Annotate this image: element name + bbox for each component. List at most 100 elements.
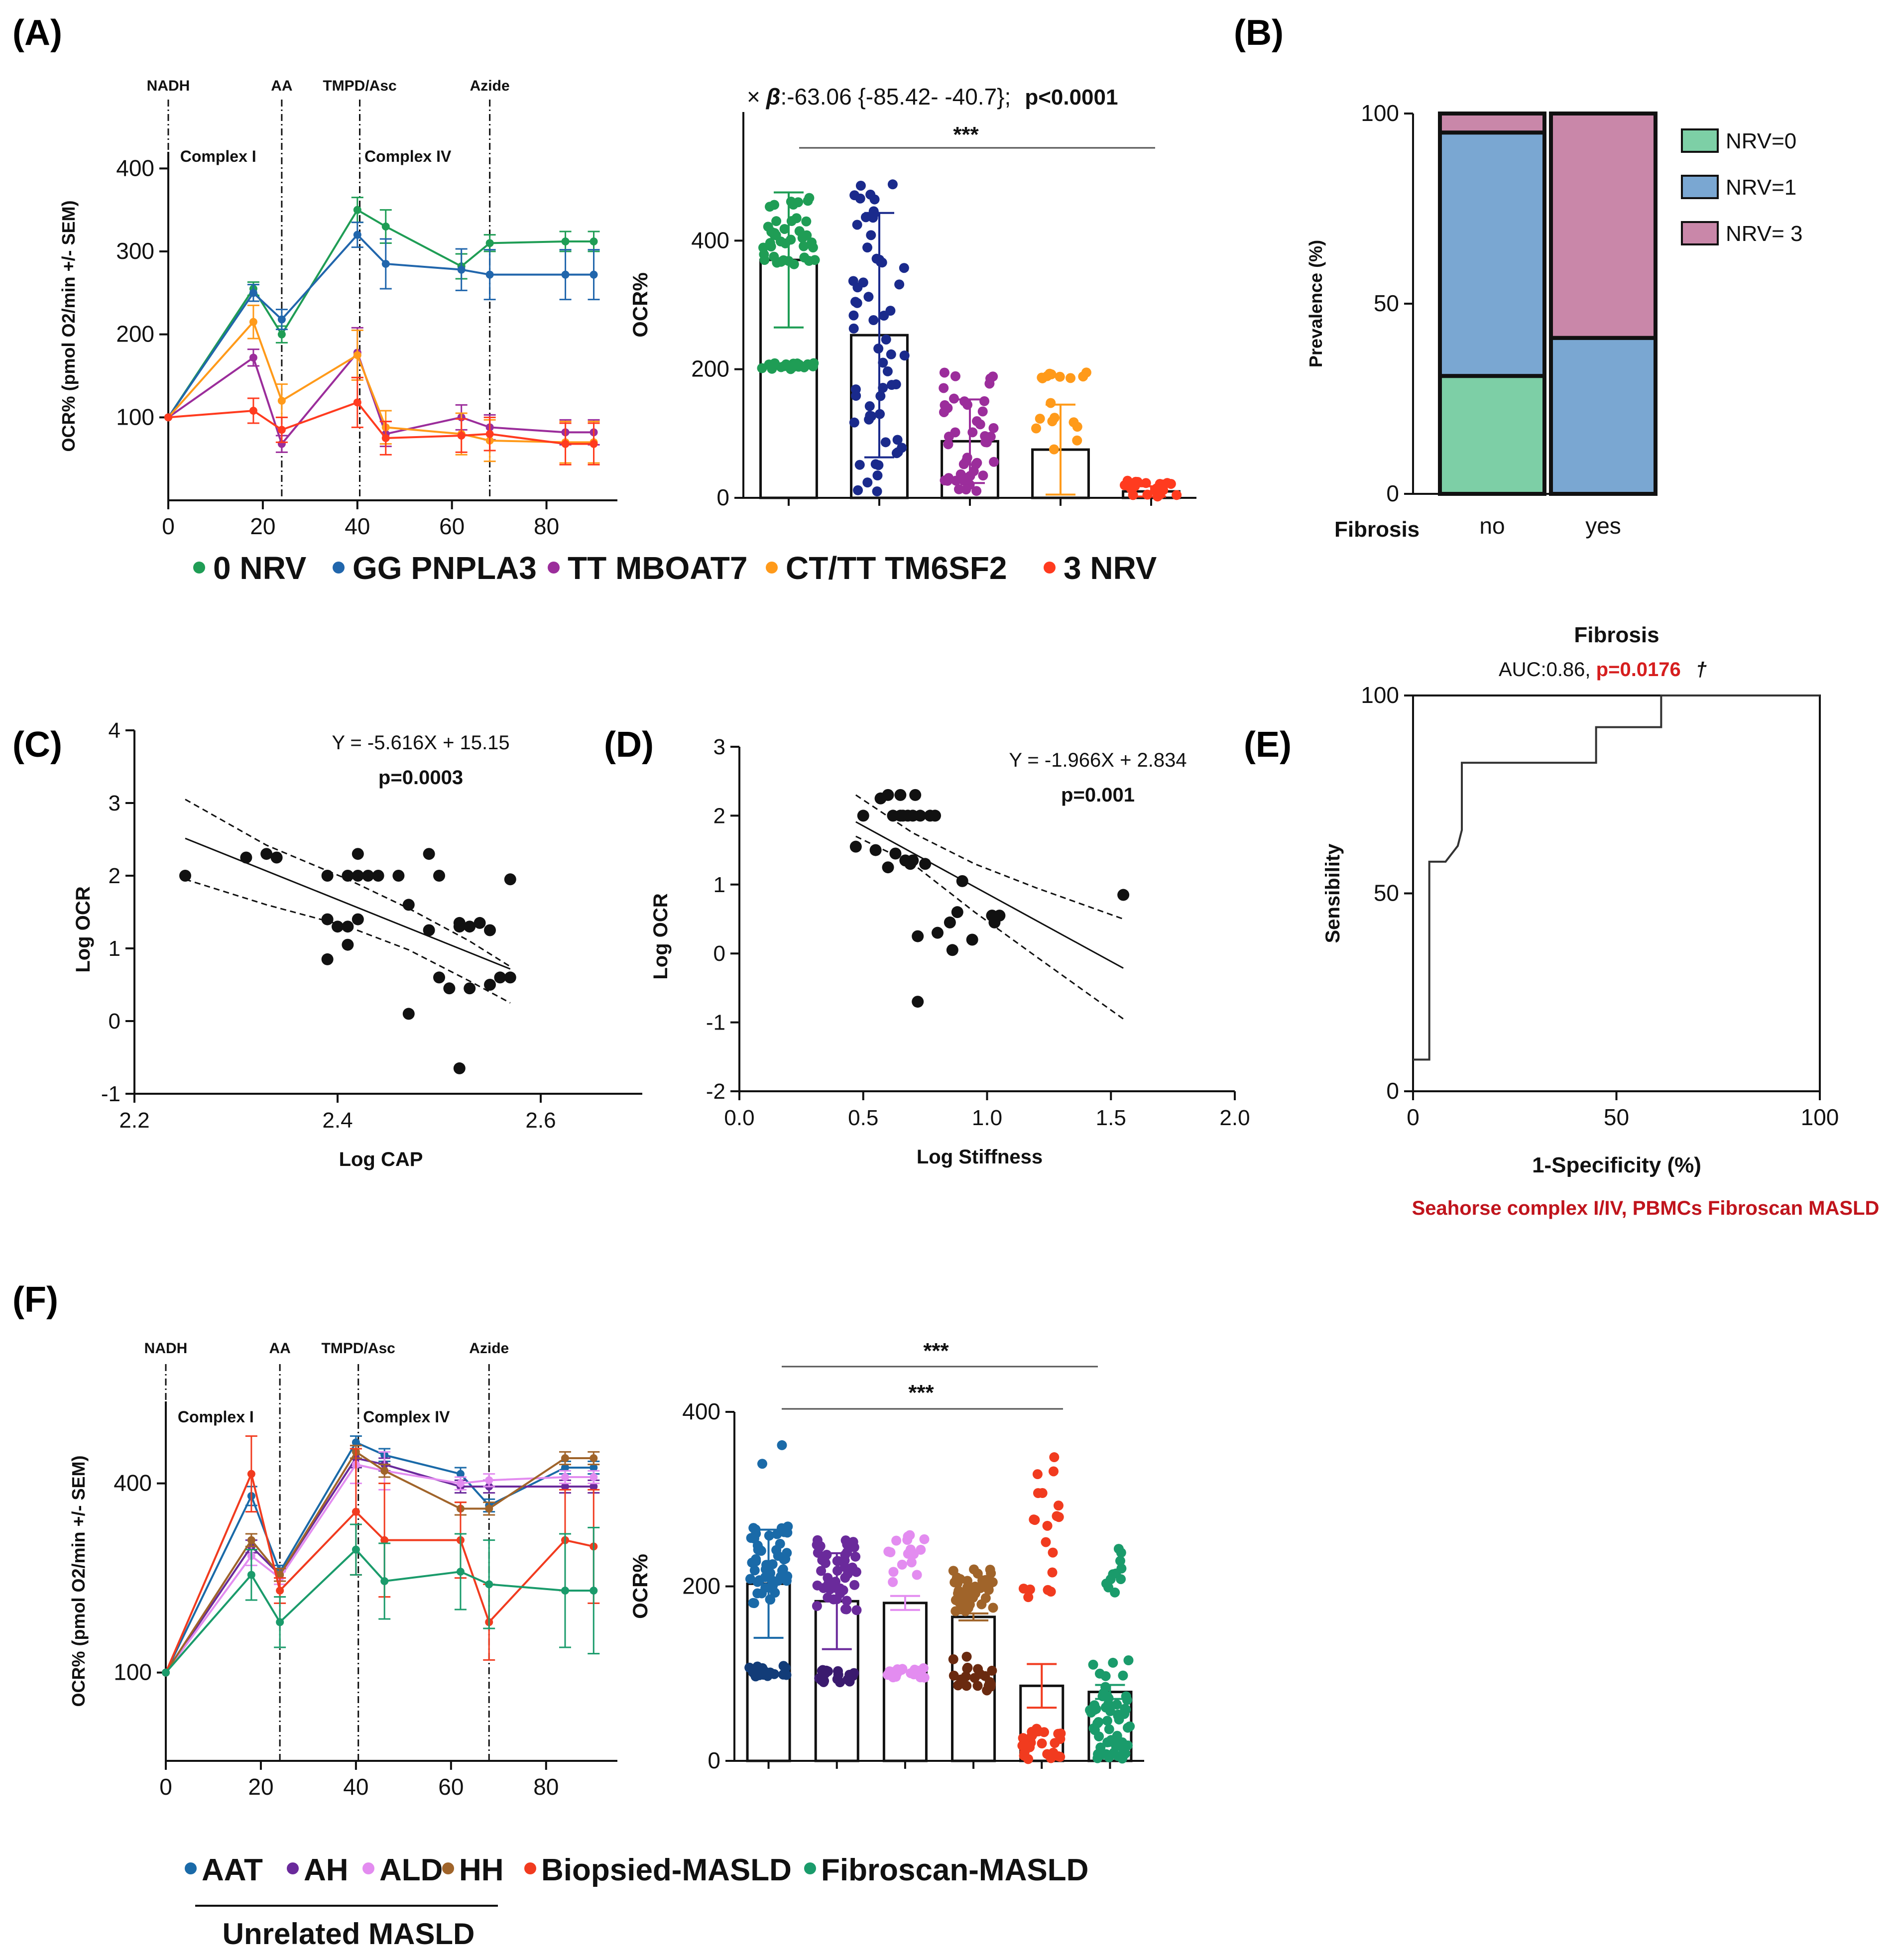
data-point	[918, 1663, 929, 1673]
data-point	[832, 1666, 843, 1676]
data-point	[993, 910, 1006, 922]
data-point	[870, 459, 881, 469]
panel-label-d: (D)	[604, 725, 654, 765]
data-point	[752, 1540, 763, 1551]
legend-marker	[766, 562, 778, 574]
panel-f-line-chart: NADH AA TMPD/Asc Azide Complex I Complex IV 10…	[68, 1340, 617, 1800]
data-point	[966, 933, 978, 946]
stat-text: :-63.06 {-85.42- -40.7};	[780, 84, 1011, 110]
data-point	[1053, 1751, 1064, 1761]
data-point	[321, 913, 334, 925]
data-point	[1041, 1537, 1051, 1547]
data-point	[855, 193, 865, 204]
data-point	[1108, 1569, 1118, 1580]
series-line	[165, 1463, 594, 1673]
data-point	[474, 917, 486, 929]
regression-line	[855, 821, 1124, 969]
data-point	[1047, 416, 1058, 427]
data-point	[973, 1664, 983, 1674]
data-point	[944, 916, 956, 928]
y-tick-label: 100	[116, 404, 154, 430]
data-point	[862, 242, 873, 253]
data-point	[504, 873, 516, 886]
regression-equation: Y = -1.966X + 2.834	[1009, 749, 1186, 771]
data-point	[943, 439, 953, 450]
y-tick-label: -1	[706, 1011, 725, 1035]
data-point	[912, 1570, 922, 1580]
y-tick-label: -2	[706, 1079, 725, 1104]
data-point	[485, 1504, 493, 1513]
data-point	[971, 486, 982, 496]
data-point	[590, 440, 598, 448]
data-point	[915, 1672, 926, 1683]
data-point	[801, 216, 812, 227]
legend-marker	[548, 562, 560, 574]
data-point	[380, 1536, 389, 1544]
data-point	[882, 789, 894, 801]
data-point	[561, 237, 570, 245]
legend-label: AAT	[202, 1853, 263, 1887]
data-point	[1125, 1721, 1135, 1731]
data-point	[897, 1559, 907, 1570]
data-point	[1039, 1727, 1049, 1737]
data-point	[353, 231, 361, 239]
x-axis-label: Fibrosis	[1334, 517, 1420, 542]
data-point	[1102, 1716, 1112, 1726]
data-point	[887, 179, 898, 190]
data-point	[757, 1663, 768, 1673]
data-point	[352, 870, 364, 882]
data-point	[894, 279, 905, 290]
data-point	[1117, 1737, 1127, 1747]
panel-label-c: (C)	[12, 725, 62, 765]
data-point	[782, 1571, 793, 1582]
data-point	[1117, 889, 1130, 901]
region-label: Complex I	[180, 147, 256, 165]
data-point	[1100, 1682, 1111, 1692]
data-point	[932, 926, 944, 939]
data-point	[247, 1571, 255, 1579]
data-point	[1030, 1727, 1041, 1737]
data-point	[381, 260, 390, 268]
y-axis-label: Log OCR	[72, 886, 94, 972]
legend-swatch	[1681, 128, 1719, 153]
data-point	[1120, 1704, 1130, 1714]
data-point	[812, 1540, 822, 1550]
data-point	[765, 1595, 776, 1605]
x-tick-label: 50	[1604, 1104, 1629, 1130]
data-point	[1172, 490, 1182, 500]
legend-label: NRV=1	[1726, 175, 1796, 200]
x-tick-label: no	[1479, 513, 1505, 539]
data-point	[381, 434, 390, 442]
data-point	[352, 913, 364, 925]
data-point	[775, 1538, 785, 1549]
data-point	[891, 379, 901, 390]
legend-marker	[524, 1862, 536, 1874]
stacked-segment	[1438, 112, 1546, 135]
data-point	[590, 1464, 598, 1472]
data-point	[402, 1008, 415, 1020]
data-point	[1088, 1659, 1098, 1670]
y-tick-label: 100	[114, 1659, 152, 1685]
data-point	[504, 971, 516, 984]
data-point	[853, 485, 863, 495]
data-point	[962, 1576, 972, 1586]
data-point	[456, 1568, 465, 1576]
data-point	[456, 1479, 465, 1488]
event-label: Azide	[470, 78, 510, 94]
x-tick-label: 0	[1407, 1104, 1420, 1130]
data-point	[914, 809, 927, 822]
data-point	[778, 1661, 789, 1671]
legend-marker	[193, 562, 205, 574]
data-point	[1112, 1699, 1122, 1710]
data-point	[848, 310, 859, 321]
significance-stars: ***	[953, 122, 979, 147]
data-point	[1115, 1556, 1125, 1566]
data-point	[453, 917, 466, 929]
y-tick-label: 0	[1386, 1078, 1399, 1104]
stacked-segment	[1549, 336, 1658, 496]
data-point	[983, 1582, 994, 1593]
data-point	[972, 1568, 983, 1579]
y-tick-label: 400	[682, 1398, 720, 1424]
y-tick-label: 2	[713, 804, 725, 828]
